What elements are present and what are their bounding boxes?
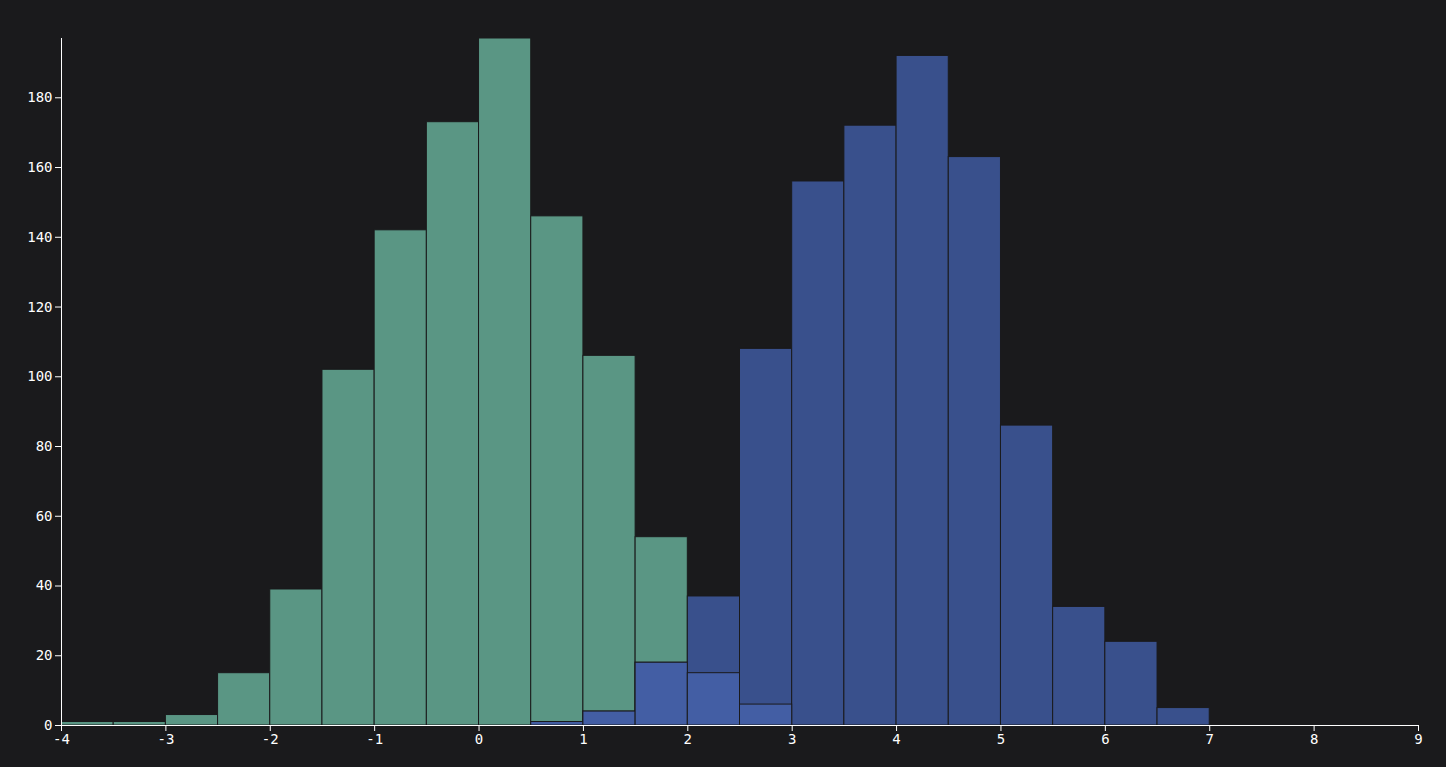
svg-text:80: 80 — [36, 438, 53, 454]
svg-text:40: 40 — [36, 577, 53, 593]
svg-text:-3: -3 — [157, 731, 174, 747]
svg-text:1: 1 — [579, 731, 587, 747]
svg-text:100: 100 — [27, 368, 52, 384]
svg-text:160: 160 — [27, 159, 52, 175]
svg-text:7: 7 — [1206, 731, 1214, 747]
svg-text:9: 9 — [1414, 731, 1422, 747]
svg-text:20: 20 — [36, 647, 53, 663]
svg-text:0: 0 — [475, 731, 483, 747]
svg-text:5: 5 — [997, 731, 1005, 747]
svg-text:3: 3 — [788, 731, 796, 747]
svg-text:60: 60 — [36, 508, 53, 524]
svg-text:4: 4 — [892, 731, 900, 747]
svg-text:2: 2 — [684, 731, 692, 747]
svg-text:6: 6 — [1101, 731, 1109, 747]
svg-text:120: 120 — [27, 299, 52, 315]
svg-text:-2: -2 — [262, 731, 279, 747]
svg-text:-4: -4 — [53, 731, 70, 747]
svg-text:-1: -1 — [366, 731, 383, 747]
svg-text:0: 0 — [44, 717, 52, 733]
svg-text:140: 140 — [27, 229, 52, 245]
svg-text:180: 180 — [27, 89, 52, 105]
svg-text:8: 8 — [1310, 731, 1318, 747]
